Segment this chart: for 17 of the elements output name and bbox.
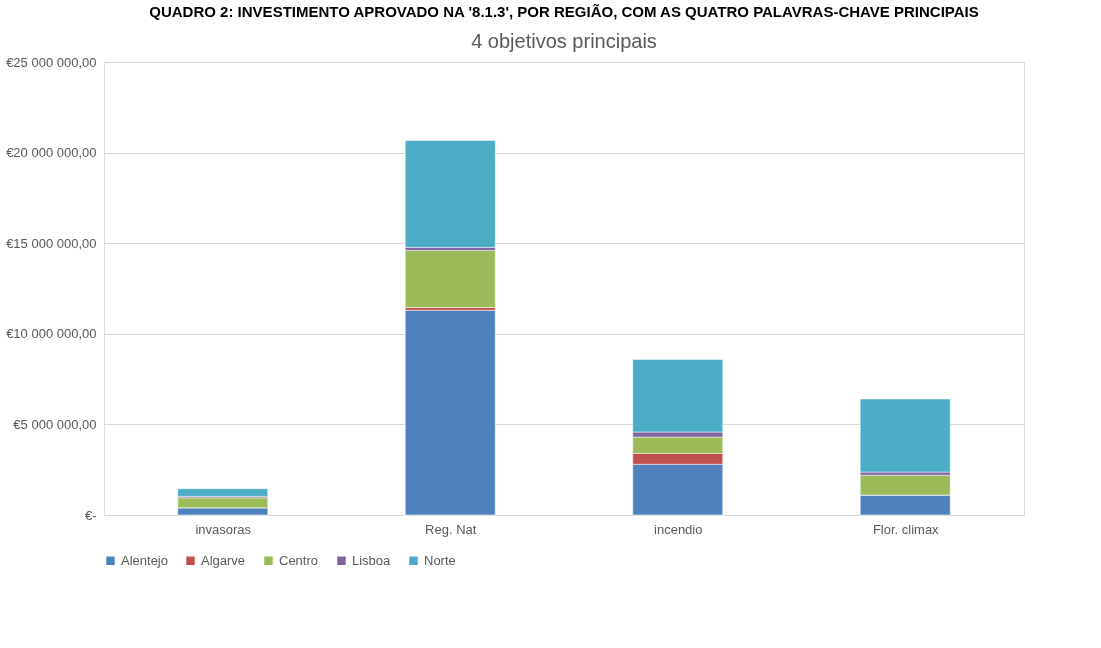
y-tick-label: €5 000 000,00 [13, 416, 97, 432]
legend-label: Norte [424, 552, 456, 568]
legend-label: Alentejo [121, 552, 168, 568]
x-tick-label: incendio [654, 521, 703, 537]
x-tick-label: Reg. Nat [425, 521, 477, 537]
x-tick-label: invasoras [195, 521, 252, 537]
text: QUADRO 2: INVESTIMENTO APROVADO NA '8.1.3', POR REGIÃO, COM AS QUATRO PALAVRAS-CHAVE PRINCIPAIS [149, 3, 979, 20]
x-tick-label: Flor. climax [872, 521, 940, 537]
legend-label: Algarve [201, 552, 246, 568]
y-tick-label: €25 000 000,00 [6, 54, 97, 70]
chart-title: 4 objetivos principais [471, 30, 657, 52]
legend-label: Lisboa [352, 552, 392, 568]
y-tick-label: €15 000 000,00 [6, 235, 97, 251]
y-tick-label: €- [84, 507, 97, 523]
legend-label: Centro [279, 552, 319, 568]
y-tick-label: €20 000 000,00 [6, 145, 97, 161]
y-tick-label: €10 000 000,00 [6, 326, 97, 342]
